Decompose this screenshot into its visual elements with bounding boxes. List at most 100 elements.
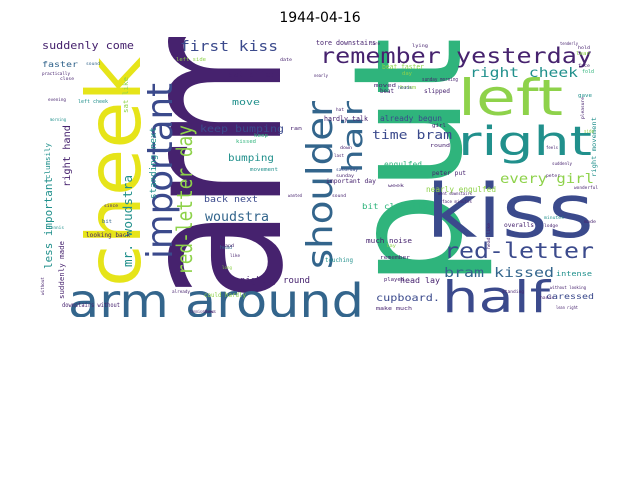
word: standing next: [149, 127, 159, 199]
word: hold: [578, 45, 591, 50]
word: cupboard.: [376, 293, 440, 304]
word: faster: [42, 60, 78, 69]
word: heads: [398, 85, 413, 90]
word: nearly engulfed: [426, 185, 496, 194]
word: make much: [376, 306, 412, 312]
word: left side: [176, 57, 206, 63]
word: clumsily: [44, 143, 52, 179]
word: saturday: [336, 167, 359, 172]
word: caressed: [546, 292, 594, 301]
word: slipped: [424, 88, 450, 95]
word: arm around: [68, 274, 364, 317]
word: sunday morning: [422, 77, 458, 83]
word: keep bumping: [200, 124, 284, 135]
word: tennis: [48, 225, 65, 230]
word: looking back: [86, 232, 130, 239]
word: lean: [576, 51, 590, 57]
word: face minutes: [442, 199, 473, 204]
word: cheek: [70, 56, 158, 287]
word: movement: [250, 167, 278, 173]
word: week: [388, 183, 405, 188]
word: hand: [222, 243, 235, 248]
word: went downstairs: [438, 191, 473, 196]
word: shows: [202, 309, 217, 314]
word: left cheek: [78, 99, 108, 105]
word: kissed: [236, 139, 256, 145]
word: tore: [370, 41, 381, 46]
word: important: [140, 83, 181, 259]
word: overalls: [504, 222, 534, 229]
word: without: [40, 276, 45, 295]
word: bumping: [228, 153, 274, 164]
word-cloud: arm put cheek kiss arm around half left …: [40, 37, 600, 317]
word: lying: [412, 43, 429, 48]
word: suddenly come: [42, 39, 134, 52]
word: close: [60, 76, 75, 81]
word: satisfied: [228, 70, 276, 79]
word: bram: [400, 85, 416, 91]
word: remember: [380, 255, 410, 261]
word: standing: [502, 289, 525, 294]
word: much noise: [366, 237, 412, 245]
word: long: [222, 265, 233, 270]
word: practically: [42, 71, 71, 76]
word: nearly: [314, 73, 329, 78]
word: head like: [486, 222, 491, 249]
word: suddenly: [552, 161, 573, 166]
word: feels: [546, 145, 559, 150]
word: sunday: [336, 173, 355, 178]
word: back next: [204, 195, 258, 205]
word: bit clumsily: [362, 202, 428, 211]
word: down: [340, 145, 353, 150]
word: wonderful: [574, 185, 599, 190]
word: like: [230, 253, 241, 258]
word: right: [458, 119, 592, 165]
word: right cheek: [470, 66, 578, 81]
word: sat like: [122, 77, 130, 113]
word: day: [402, 71, 412, 77]
word: beat: [380, 88, 394, 95]
word: played: [384, 277, 404, 283]
word: arm: [95, 37, 328, 302]
word: red-letter day: [173, 125, 197, 275]
word: ran: [290, 126, 302, 132]
word: peter: [546, 173, 561, 178]
word: bram kissed: [444, 266, 554, 281]
word: tennis shoes: [190, 309, 214, 314]
word: nightly round: [240, 276, 310, 286]
word: head lay: [400, 276, 440, 285]
word: since: [104, 203, 119, 208]
word: time bram: [372, 128, 452, 142]
word: side: [584, 129, 594, 135]
word: kiss: [426, 169, 594, 255]
word: tenderly: [560, 41, 579, 46]
word: put: [322, 37, 496, 287]
word: mr. woudstra: [121, 175, 135, 267]
word: already: [172, 289, 191, 294]
word: beat faster: [382, 63, 424, 71]
word: fold: [582, 69, 594, 75]
word: face: [578, 63, 591, 68]
word: first kiss: [180, 39, 278, 55]
word: sound: [86, 61, 101, 66]
word: important day: [326, 178, 376, 185]
word: head: [220, 245, 232, 251]
word: hair: [336, 100, 369, 173]
word: sound: [332, 193, 347, 198]
word: hardly talk: [324, 115, 369, 123]
word: right movement: [591, 117, 598, 177]
word: already begun: [380, 114, 442, 123]
figure-title: 1944-04-16: [279, 10, 361, 26]
word: every girl: [500, 172, 594, 187]
word: bit: [102, 219, 112, 225]
word: touching: [325, 257, 353, 264]
word: made: [584, 219, 597, 224]
word: red-letter: [444, 239, 594, 263]
word: wanted: [288, 193, 303, 198]
word: could hardly: [204, 292, 246, 299]
word: pleasure: [580, 96, 585, 119]
word: lean right: [556, 305, 579, 310]
word: right hand: [62, 125, 73, 187]
word: woudstra: [205, 210, 269, 225]
word: lodge: [544, 223, 559, 228]
